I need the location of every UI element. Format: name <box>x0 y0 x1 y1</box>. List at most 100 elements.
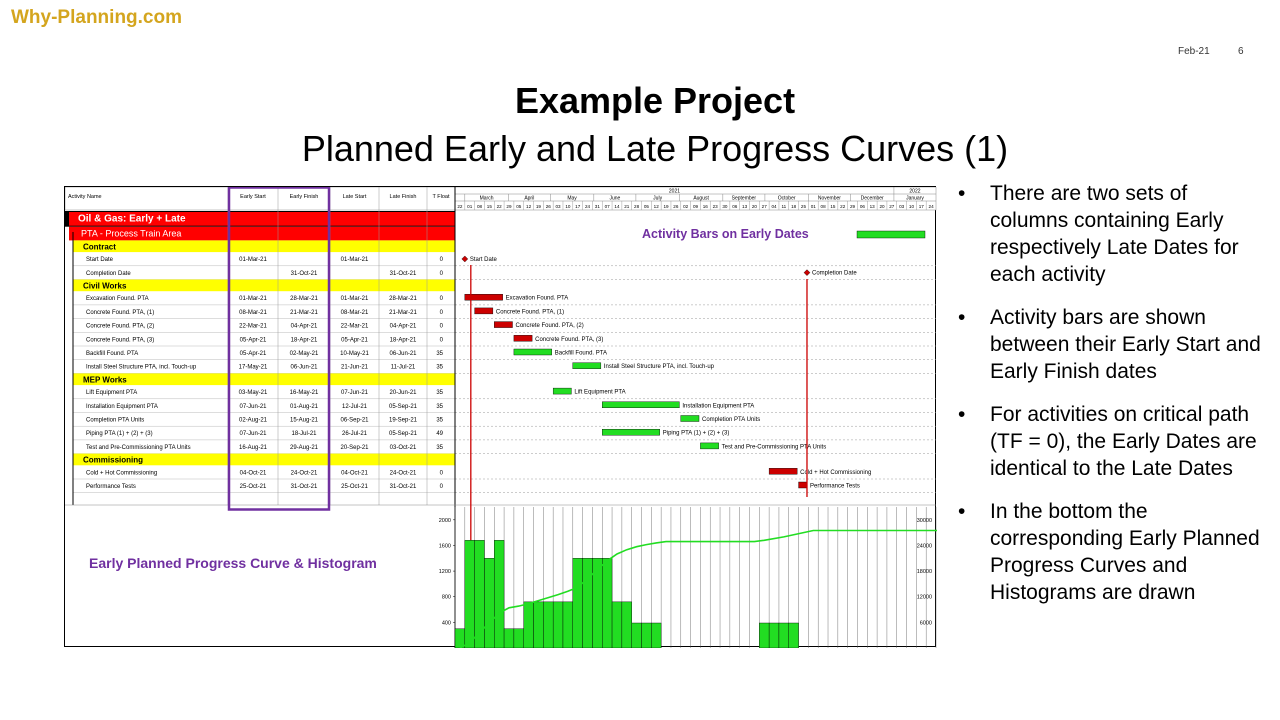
week-label: 01 <box>467 204 473 209</box>
activity-tf: 35 <box>436 390 443 396</box>
left-axis-tick: 1600 <box>439 543 451 549</box>
activity-es: 01-Mar-21 <box>239 257 267 263</box>
activity-name: Install Steel Structure PTA, incl. Touch… <box>86 365 197 371</box>
right-axis-tick: 18000 <box>917 569 932 575</box>
week-label: 23 <box>713 204 719 209</box>
activity-ef: 16-May-21 <box>290 390 319 396</box>
bar-label: Installation Equipment PTA <box>682 403 754 409</box>
histogram-bar <box>503 628 515 648</box>
week-label: 20 <box>752 204 758 209</box>
activity-ls: 12-Jul-21 <box>342 404 368 410</box>
milestone-diamond <box>803 269 811 276</box>
month-label: August <box>693 196 709 202</box>
activity-ef: 18-Jul-21 <box>291 431 317 437</box>
right-axis-tick: 6000 <box>920 620 932 626</box>
week-label: 05 <box>644 204 650 209</box>
bullet-item: For activities on critical path (TF = 0)… <box>958 401 1268 482</box>
activity-ls: 07-Jun-21 <box>341 390 369 396</box>
week-label: 13 <box>870 204 876 209</box>
activity-name: Piping PTA (1) + (2) + (3) <box>86 431 153 437</box>
activity-lf: 31-Oct-21 <box>390 484 417 490</box>
activity-ef: 06-Jun-21 <box>290 365 318 371</box>
activity-bar <box>700 442 719 450</box>
band-area-label: PTA - Process Train Area <box>81 229 181 239</box>
activity-lf: 31-Oct-21 <box>390 271 417 277</box>
week-label: 24 <box>585 204 591 209</box>
activity-lf: 19-Sep-21 <box>389 418 418 424</box>
histogram-bar <box>494 540 505 648</box>
histogram-bar <box>788 622 799 648</box>
activity-tf: 0 <box>440 337 444 343</box>
histogram-bar <box>523 601 534 648</box>
activity-name: Completion Date <box>86 271 131 277</box>
gantt-chart-figure: Activity Name Early Start Early Finish Late… <box>64 186 937 648</box>
histogram-bar <box>768 622 780 648</box>
histogram-bar <box>552 601 564 648</box>
right-axis-tick: 12000 <box>917 595 932 601</box>
histogram-bar <box>533 601 544 648</box>
histogram-bar <box>543 601 554 648</box>
column-header: Early Start <box>240 194 266 200</box>
column-header: Early Finish <box>290 194 319 200</box>
week-label: 17 <box>919 204 925 209</box>
activity-es: 02-Aug-21 <box>239 418 268 424</box>
activity-tf: 35 <box>436 404 443 410</box>
bar-label: Piping PTA (1) + (2) + (3) <box>663 431 730 437</box>
week-label: 04 <box>771 204 777 209</box>
activity-ls: 05-Apr-21 <box>341 337 368 343</box>
week-label: 18 <box>791 204 797 209</box>
activity-ef: 18-Apr-21 <box>291 337 318 343</box>
activity-name: Concrete Found. PTA, (1) <box>86 310 154 316</box>
band-phase-label: Contract <box>83 242 116 251</box>
activity-tf: 35 <box>436 365 443 371</box>
activity-name: Excavation Found. PTA <box>86 296 149 302</box>
month-label: January <box>906 196 924 202</box>
activity-tf: 35 <box>436 418 443 424</box>
histogram-bar <box>464 540 475 648</box>
week-label: 24 <box>929 204 935 209</box>
activity-bar <box>474 307 494 315</box>
week-label: 22 <box>497 204 503 209</box>
activity-name: Cold + Hot Commissioning <box>86 470 157 476</box>
activity-ls: 25-Oct-21 <box>341 484 368 490</box>
histogram-title: Early Planned Progress Curve & Histogram <box>89 555 377 571</box>
histogram-bar <box>484 558 495 648</box>
activity-tf: 0 <box>440 470 444 476</box>
bar-label: Concrete Found. PTA, (2) <box>515 323 583 329</box>
week-label: 28 <box>634 204 640 209</box>
slide-title: Example Project <box>514 80 796 121</box>
activity-ls: 22-Mar-21 <box>341 324 369 330</box>
activity-name: Concrete Found. PTA, (3) <box>86 337 154 343</box>
bar-label: Backfill Found. PTA <box>555 351 607 357</box>
bar-label: Completion PTA Units <box>702 417 760 423</box>
week-label: 10 <box>909 204 915 209</box>
histogram-bar <box>651 622 662 648</box>
column-header: Activity Name <box>68 194 102 200</box>
week-label: 31 <box>595 204 601 209</box>
week-label: 09 <box>693 204 699 209</box>
legend-bar <box>856 230 926 239</box>
activity-es: 03-May-21 <box>239 390 268 396</box>
activity-ls: 01-Mar-21 <box>341 257 369 263</box>
activity-ef: 02-May-21 <box>290 351 319 357</box>
band-project-label: Oil & Gas: Early + Late <box>78 214 186 225</box>
activity-ls: 21-Jun-21 <box>341 365 369 371</box>
week-label: 08 <box>821 204 827 209</box>
band-phase <box>73 240 455 253</box>
activity-name: Concrete Found. PTA, (2) <box>86 324 154 330</box>
week-label: 01 <box>811 204 817 209</box>
activity-ef: 24-Oct-21 <box>291 470 318 476</box>
activity-lf: 11-Jul-21 <box>391 365 416 371</box>
activity-lf: 24-Oct-21 <box>390 470 417 476</box>
week-label: 22 <box>457 204 463 209</box>
activity-es: 05-Apr-21 <box>240 351 267 357</box>
milestone-diamond <box>461 255 469 263</box>
bar-label: Install Steel Structure PTA, incl. Touch… <box>604 364 715 370</box>
bar-label: Excavation Found. PTA <box>506 296 569 302</box>
band-phase <box>73 373 455 386</box>
activity-ls: 01-Mar-21 <box>341 296 369 302</box>
activity-es: 08-Mar-21 <box>239 310 267 316</box>
activity-bar <box>602 428 660 436</box>
activity-tf: 49 <box>436 431 443 437</box>
left-axis-tick: 1200 <box>439 569 451 575</box>
